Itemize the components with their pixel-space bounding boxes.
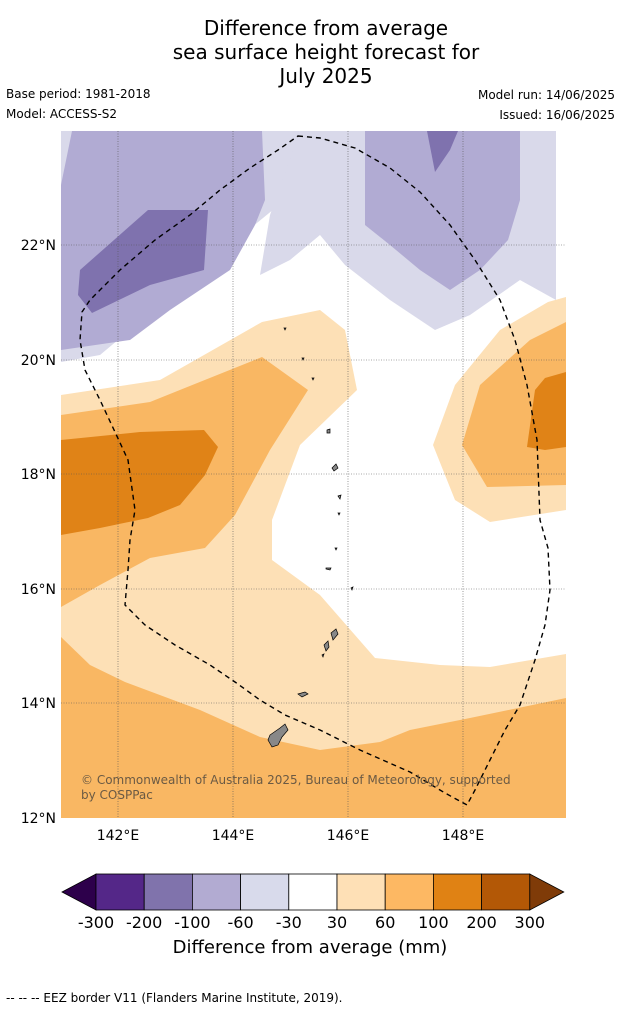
lat-label-18n: 18°N <box>21 467 56 483</box>
colorbar <box>61 873 565 911</box>
lon-label-148e: 148°E <box>442 828 485 844</box>
island-small-1 <box>321 653 325 658</box>
island-saipan <box>330 628 339 641</box>
lat-label-12n: 12°N <box>21 811 56 827</box>
colorbar-bin <box>384 873 434 911</box>
island-agrihan <box>326 428 331 434</box>
colorbar-bin <box>432 873 482 911</box>
eez-footnote: -- -- -- EEZ border V11 (Flanders Marine… <box>6 991 343 1005</box>
gridlines <box>61 131 566 818</box>
colorbar-tick-label: -30 <box>276 913 302 932</box>
copyright-line-1: © Commonwealth of Australia 2025, Bureau… <box>81 773 511 787</box>
title-line-1: Difference from average <box>203 16 449 40</box>
contour-lav-dark-east <box>427 131 458 172</box>
colorbar-tick-label: -300 <box>78 913 114 932</box>
colorbar-tick-label: -60 <box>228 913 254 932</box>
eez-border <box>79 135 551 806</box>
colorbar-extend-low <box>61 873 97 911</box>
island-farallon <box>283 327 287 331</box>
colorbar-bin <box>481 873 531 911</box>
colorbar-tick-label: -200 <box>126 913 162 932</box>
island-anatahan <box>325 567 332 571</box>
colorbar-tick-label: 30 <box>327 913 347 932</box>
lon-label-142e: 142°E <box>97 828 140 844</box>
island-rota <box>297 691 309 698</box>
title-line-3: July 2025 <box>279 64 373 88</box>
colorbar-tick-label: -100 <box>174 913 210 932</box>
base-period-text: Base period: 1981-2018 <box>6 87 151 101</box>
contour-orange-mid-east <box>527 372 566 450</box>
lon-label-146e: 146°E <box>327 828 370 844</box>
colorbar-tick-label: 100 <box>418 913 449 932</box>
island-alamagan <box>337 494 342 500</box>
island-pagan <box>331 463 339 472</box>
chart-title: Difference from average sea surface heig… <box>0 16 621 88</box>
colorbar-bin <box>143 873 193 911</box>
lat-label-22n: 22°N <box>21 238 56 254</box>
contour-lav-dark-west <box>78 210 208 313</box>
colorbar-tick-label: 300 <box>515 913 546 932</box>
island-small-2 <box>350 586 354 591</box>
issued-text: Issued: 16/06/2025 <box>499 108 615 122</box>
colorbar-tick-label: 60 <box>375 913 395 932</box>
colorbar-bin <box>288 873 338 911</box>
colorbar-title: Difference from average (mm) <box>172 937 448 958</box>
lat-label-14n: 14°N <box>21 696 56 712</box>
map-plot-area: © Commonwealth of Australia 2025, Bureau… <box>61 131 566 818</box>
island-maug <box>301 357 305 361</box>
lon-label-144e: 144°E <box>212 828 255 844</box>
island-sarigan <box>334 547 338 551</box>
lat-label-20n: 20°N <box>21 353 56 369</box>
contour-lav-mid-east <box>365 131 520 290</box>
colorbar-labels: -300 -200 -100 -60 -30 30 60 100 200 300 <box>78 913 545 932</box>
colorbar-bin <box>240 873 290 911</box>
contour-orange-light-south <box>61 637 566 818</box>
copyright-line-2: by COSPPac <box>81 788 153 802</box>
lat-label-16n: 16°N <box>21 582 56 598</box>
title-line-2: sea surface height forecast for <box>172 40 480 64</box>
colorbar-tick-label: 200 <box>466 913 497 932</box>
model-text: Model: ACCESS-S2 <box>6 107 118 121</box>
lat-axis: 22°N 20°N 18°N 16°N 14°N 12°N <box>21 238 56 827</box>
contour-orange-mid-west <box>61 430 218 535</box>
island-tinian <box>323 640 330 652</box>
colorbar-bin <box>336 873 386 911</box>
lon-axis: 142°E 144°E 146°E 148°E <box>97 828 485 844</box>
island-guguan <box>337 512 341 516</box>
island-land <box>267 327 354 748</box>
colorbar-bin <box>191 873 241 911</box>
colorbar-extend-high <box>529 873 565 911</box>
island-asuncion <box>311 377 315 381</box>
island-guam <box>267 723 289 748</box>
model-run-text: Model run: 14/06/2025 <box>477 88 615 102</box>
colorbar-bin <box>95 873 145 911</box>
